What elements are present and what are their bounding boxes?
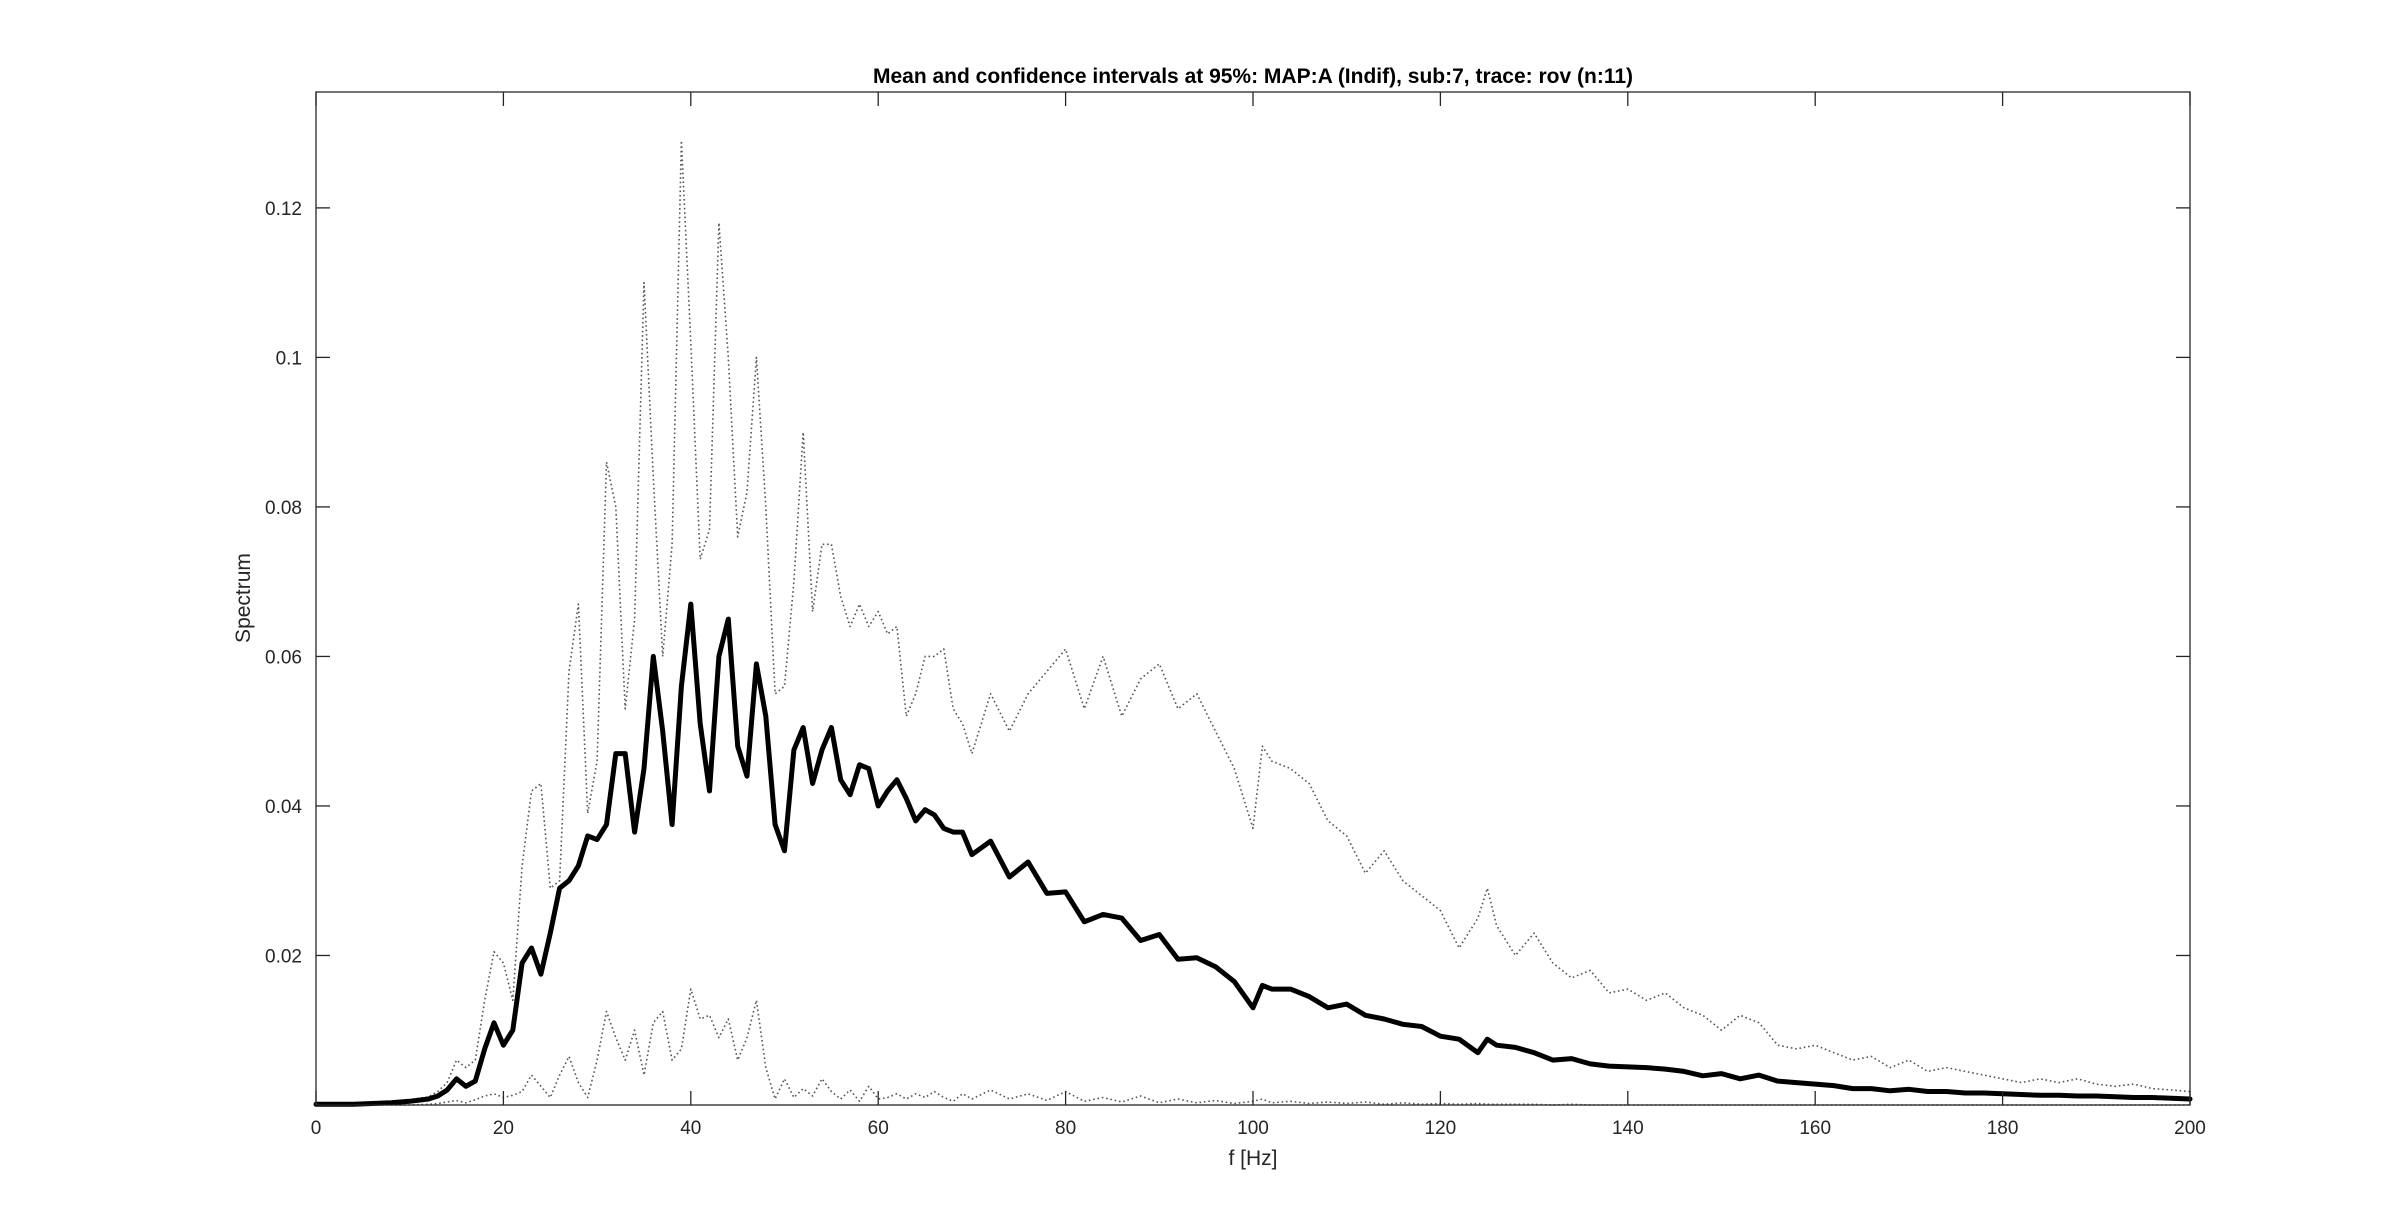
- x-tick-label: 40: [680, 1118, 701, 1139]
- x-tick-label: 120: [1425, 1118, 1457, 1139]
- x-tick-label: 140: [1612, 1118, 1644, 1139]
- series-layer: [313, 139, 2193, 1107]
- x-tick-label: 100: [1237, 1118, 1269, 1139]
- x-axis-label: f [Hz]: [1228, 1147, 1277, 1170]
- ticks-layer: 0 20 40 60 80 100 120 140 160 180 200 0.02 0.04 0.06 0…: [265, 92, 2206, 1139]
- x-tick-label: 200: [2174, 1118, 2206, 1139]
- chart-title: Mean and confidence intervals at 95%: MA…: [873, 65, 1633, 88]
- y-tick-label: 0.1: [276, 348, 302, 369]
- lower-ci-series-line: [316, 988, 2190, 1106]
- y-tick-label: 0.04: [265, 797, 302, 818]
- y-tick-label: 0.06: [265, 647, 302, 668]
- x-tick-label: 160: [1799, 1118, 1831, 1139]
- x-tick-label: 60: [868, 1118, 889, 1139]
- x-tick-label: 180: [1987, 1118, 2019, 1139]
- y-tick-label: 0.12: [265, 199, 302, 220]
- y-axis-label: Spectrum: [232, 553, 255, 643]
- x-tick-label: 80: [1055, 1118, 1076, 1139]
- x-tick-label: 20: [493, 1118, 514, 1139]
- y-tick-label: 0.02: [265, 946, 302, 967]
- plot-area: [316, 92, 2190, 1105]
- y-tick-label: 0.08: [265, 498, 302, 519]
- x-tick-label: 0: [311, 1118, 322, 1139]
- mean-series-line: [313, 601, 2193, 1107]
